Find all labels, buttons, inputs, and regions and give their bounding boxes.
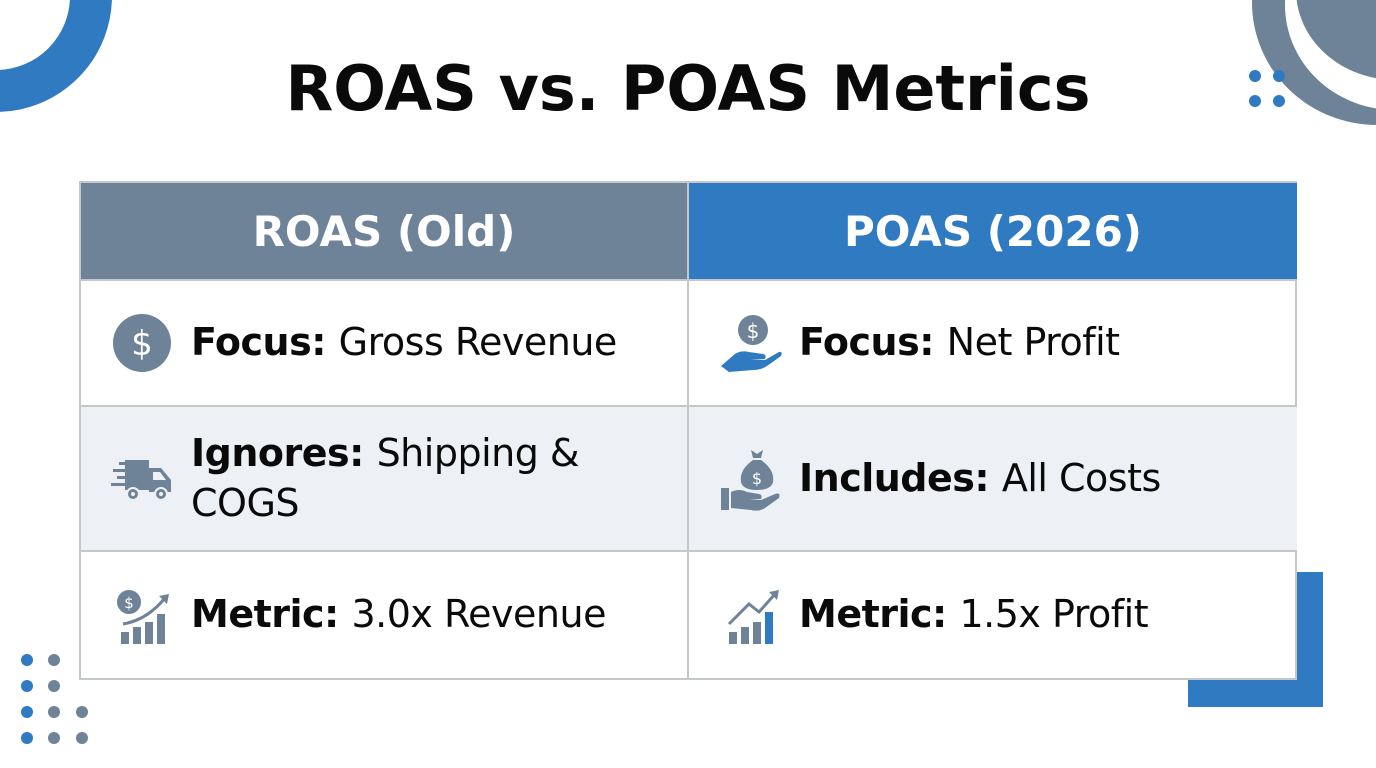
table-cell-roas-metric: $ Metric: 3.0x Revenue [81, 552, 689, 678]
cell-value: 1.5x Profit [959, 592, 1149, 637]
cell-label: Metric: [191, 592, 339, 637]
svg-text:$: $ [747, 319, 760, 343]
delivery-truck-icon [107, 444, 177, 514]
header-label: POAS (2026) [843, 206, 1143, 256]
table-cell-roas-focus: $ Focus: Gross Revenue [81, 281, 689, 407]
revenue-growth-chart-icon: $ [107, 580, 177, 650]
cell-value: Net Profit [946, 320, 1120, 365]
svg-text:$: $ [752, 469, 762, 488]
profit-growth-chart-icon [715, 580, 785, 650]
cell-label: Ignores: [191, 431, 364, 476]
dollar-circle-icon: $ [107, 308, 177, 378]
hand-dollar-icon: $ [715, 308, 785, 378]
cell-value: Shipping & COGS [191, 431, 580, 525]
svg-text:$: $ [124, 594, 134, 612]
cell-value: Gross Revenue [338, 320, 618, 365]
page-title: ROAS vs. POAS Metrics [285, 52, 1091, 125]
money-bag-hand-icon: $ [715, 444, 785, 514]
cell-label: Metric: [799, 592, 947, 637]
cell-label: Includes: [799, 455, 990, 500]
table-cell-poas-focus: $ Focus: Net Profit [689, 281, 1297, 407]
header-poas-2026: POAS (2026) [689, 183, 1297, 281]
comparison-table: ROAS (Old) POAS (2026) $ Focus: Gross Re… [79, 181, 1297, 680]
header-roas-old: ROAS (Old) [81, 183, 689, 281]
svg-text:$: $ [131, 324, 153, 364]
cell-value: All Costs [1001, 455, 1161, 500]
header-label: ROAS (Old) [252, 206, 516, 256]
table-cell-poas-metric: Metric: 1.5x Profit [689, 552, 1297, 678]
cell-label: Focus: [799, 320, 934, 365]
cell-value: 3.0x Revenue [351, 592, 606, 637]
cell-label: Focus: [191, 320, 326, 365]
table-cell-poas-includes: $ Includes: All Costs [689, 407, 1297, 552]
table-cell-roas-ignores: Ignores: Shipping & COGS [81, 407, 689, 552]
